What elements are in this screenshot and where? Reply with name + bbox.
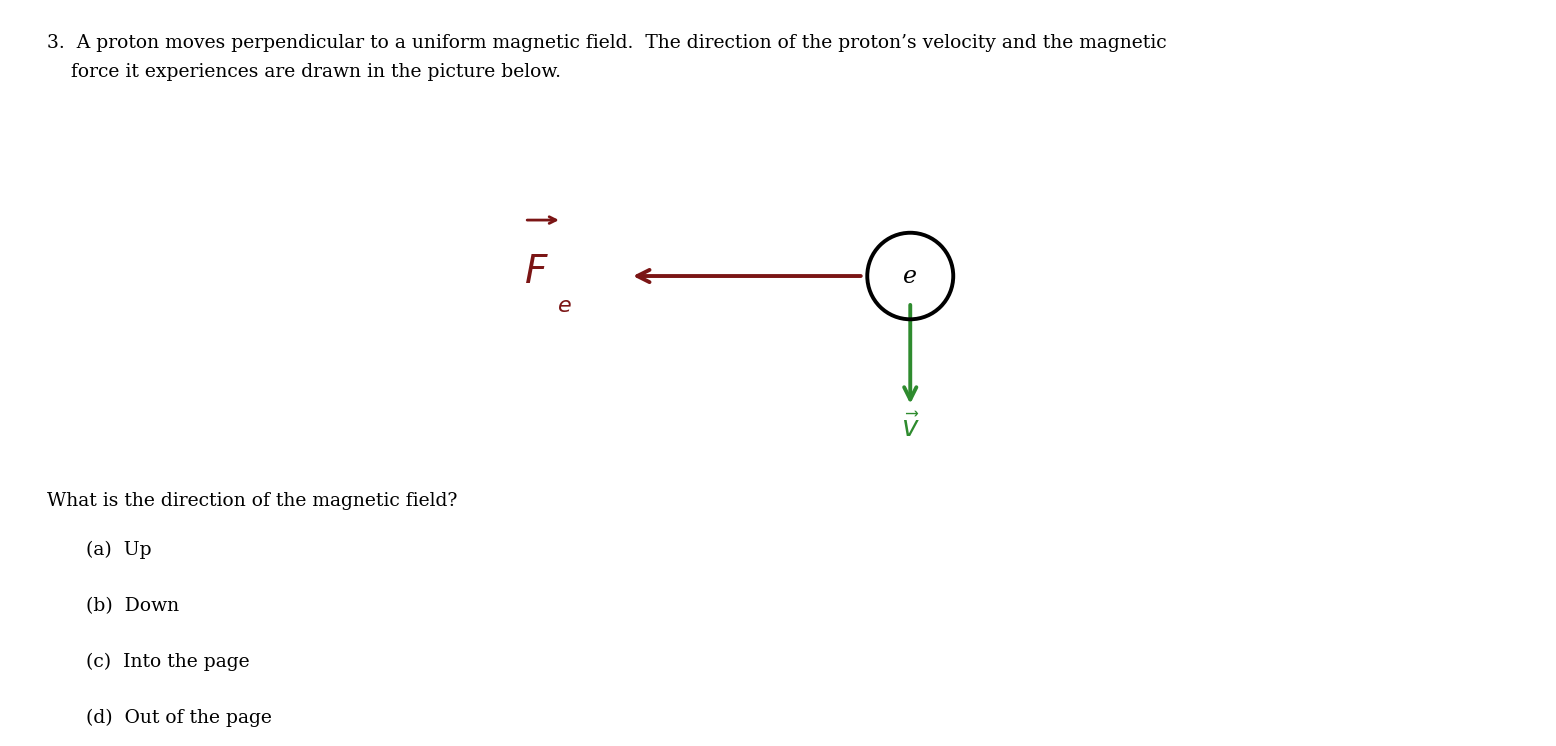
Text: (c)  Into the page: (c) Into the page	[86, 653, 249, 671]
Text: (a)  Up: (a) Up	[86, 541, 151, 559]
Text: (d)  Out of the page: (d) Out of the page	[86, 709, 271, 727]
Text: (b)  Down: (b) Down	[86, 597, 179, 615]
Text: 3.  A proton moves perpendicular to a uniform magnetic field.  The direction of : 3. A proton moves perpendicular to a uni…	[47, 34, 1167, 51]
Text: What is the direction of the magnetic field?: What is the direction of the magnetic fi…	[47, 492, 457, 510]
Text: force it experiences are drawn in the picture below.: force it experiences are drawn in the pi…	[47, 63, 560, 81]
Text: e: e	[904, 265, 916, 287]
Text: $\vec{v}$: $\vec{v}$	[901, 415, 920, 443]
Text: $e$: $e$	[557, 295, 573, 317]
Text: $F$: $F$	[524, 254, 549, 291]
